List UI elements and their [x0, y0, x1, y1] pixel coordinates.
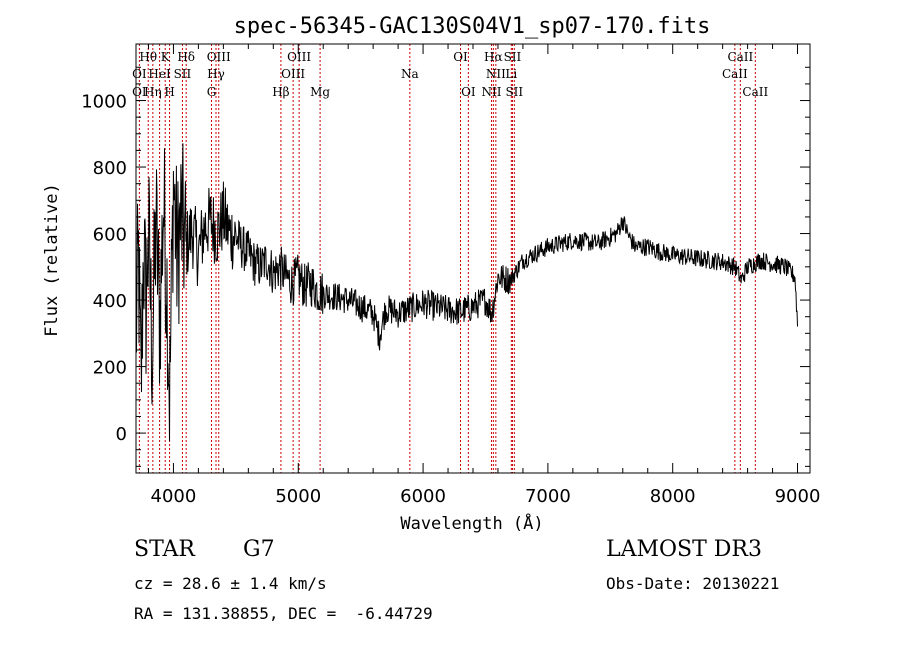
line-label: CaII [742, 85, 768, 99]
line-label: G [207, 85, 217, 99]
x-tick-label: 7000 [525, 486, 571, 507]
y-axis-label: Flux (relative) [42, 183, 62, 337]
line-label: HeI [148, 67, 171, 81]
line-label: SII [504, 50, 522, 64]
y-tick-label: 600 [93, 225, 127, 246]
chart-title: spec-56345-GAC130S04V1_sp07-170.fits [234, 14, 711, 39]
line-label: Hη [144, 85, 162, 99]
line-label: K [161, 50, 171, 64]
line-label: SII [505, 85, 523, 99]
line-label: OI [453, 50, 468, 64]
x-tick-label: 9000 [775, 486, 821, 507]
x-tick-label: 8000 [650, 486, 696, 507]
y-tick-label: 0 [116, 424, 127, 445]
survey-name: LAMOST DR3 [606, 537, 762, 562]
line-label: Hθ [139, 50, 157, 64]
object-class: STAR [134, 537, 195, 562]
coordinates: RA = 131.38855, DEC = -6.44729 [134, 604, 433, 623]
redshift-cz: cz = 28.6 ± 1.4 km/s [134, 574, 327, 593]
y-tick-label: 800 [93, 158, 127, 179]
line-label: Li [505, 67, 517, 81]
line-label: NII [481, 85, 501, 99]
line-label: CaII [722, 67, 748, 81]
spectrum-line [135, 143, 798, 442]
object-subclass: G7 [243, 537, 275, 562]
line-label: OIII [281, 67, 305, 81]
spectral-line-markers [138, 44, 756, 473]
line-label: OI [132, 67, 147, 81]
line-label: NII [486, 67, 506, 81]
y-tick-label: 400 [93, 291, 127, 312]
obs-date: Obs-Date: 20130221 [606, 574, 780, 593]
y-tick-label: 1000 [81, 92, 127, 113]
line-label: OIII [287, 50, 311, 64]
line-label: Na [401, 67, 419, 81]
line-label: Hγ [207, 67, 225, 81]
line-label: Hα [484, 50, 503, 64]
line-label: SII [174, 67, 192, 81]
line-label: Mg [310, 85, 330, 99]
line-label: Hδ [177, 50, 195, 64]
line-label: H [164, 85, 174, 99]
x-tick-label: 4000 [151, 486, 197, 507]
line-label: Hβ [272, 85, 289, 99]
line-label: OI [461, 85, 476, 99]
x-tick-label: 6000 [400, 486, 446, 507]
line-label: CaII [727, 50, 753, 64]
x-axis-label: Wavelength (Å) [400, 512, 543, 534]
x-tick-label: 5000 [275, 486, 321, 507]
axis-ticks: 4000 5000 6000 7000 8000 9000 0 200 400 600 800 100… [81, 44, 820, 507]
line-label: OIII [207, 50, 231, 64]
y-tick-label: 200 [93, 358, 127, 379]
